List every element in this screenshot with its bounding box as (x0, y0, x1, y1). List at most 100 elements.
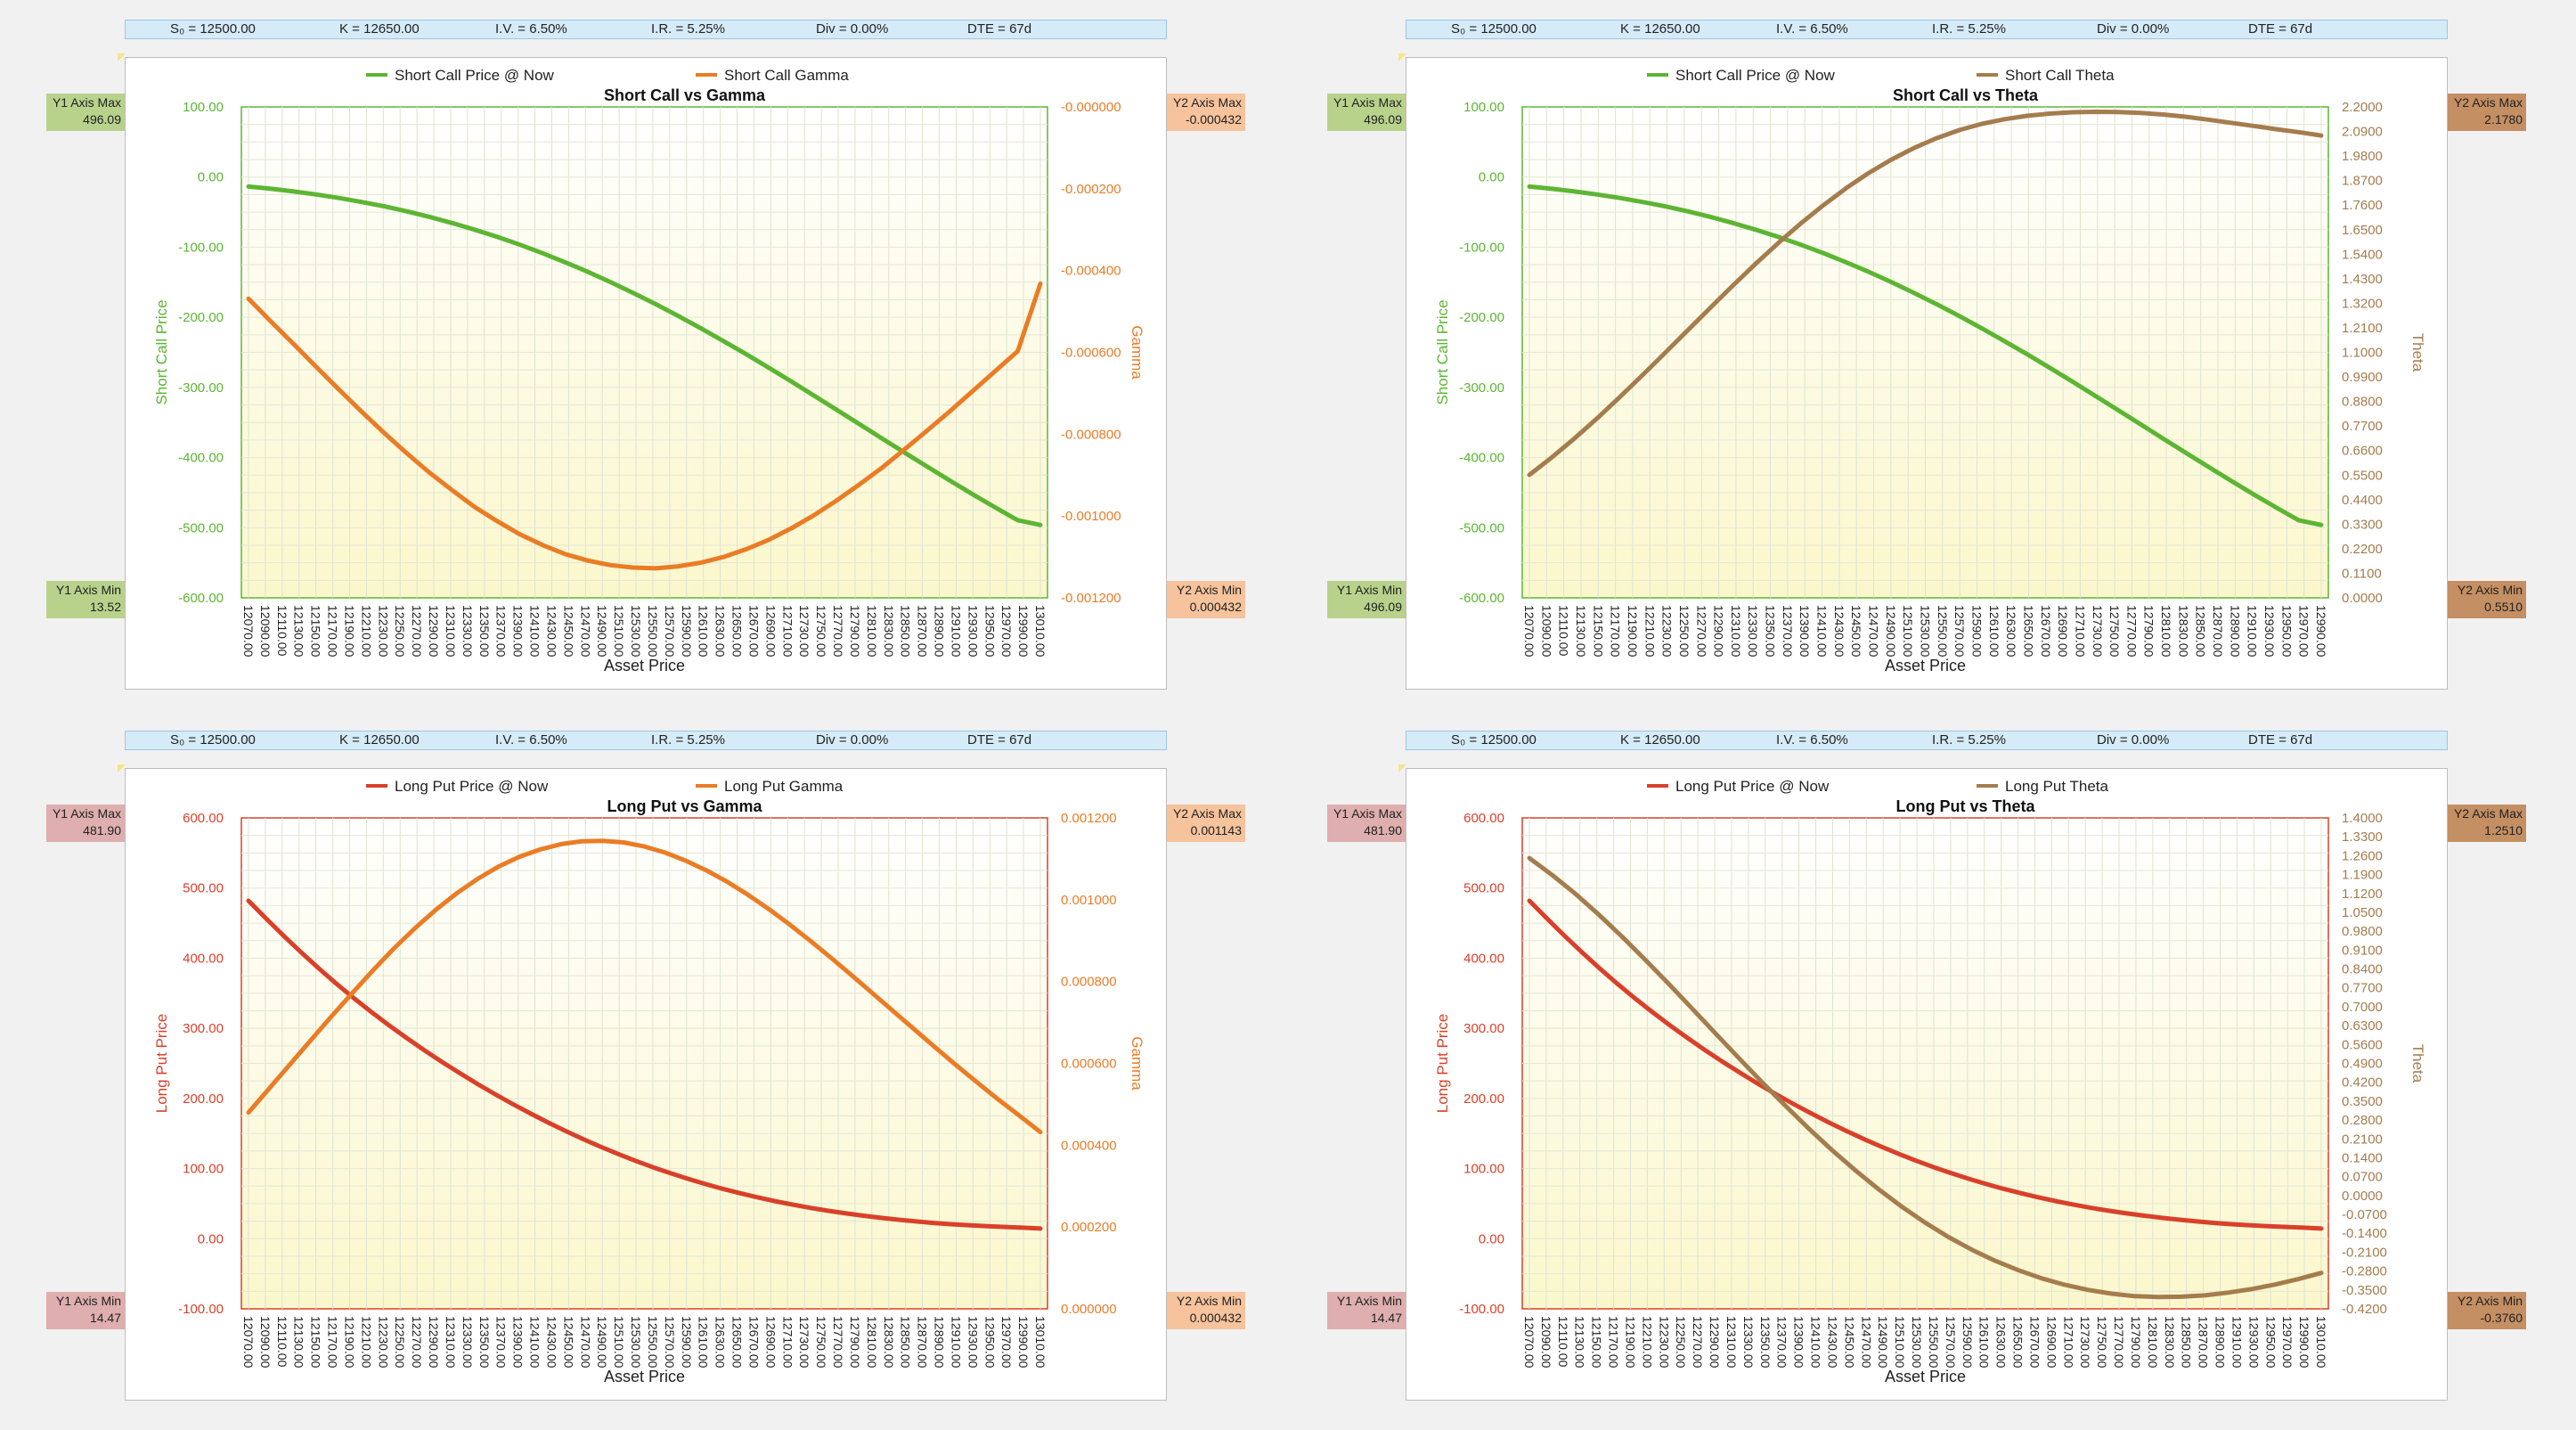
axis-tag-value: -0.000432 (1185, 112, 1242, 127)
x-tick-label: 12830.00 (882, 1316, 896, 1369)
axis-tag-label: Y1 Axis Max (52, 95, 121, 110)
x-tick-label: 12770.00 (2112, 1316, 2126, 1369)
x-axis-title: Asset Price (1885, 657, 1966, 674)
y2-tick-label: -0.001000 (1061, 509, 1121, 524)
x-tick-label: 12530.00 (629, 605, 643, 658)
x-tick-label: 12910.00 (949, 1316, 963, 1369)
x-tick-label: 12190.00 (1623, 1316, 1637, 1369)
param-s0: S₀ = 12500.00 (1451, 21, 1537, 37)
parameter-bar: S₀ = 12500.00 K = 12650.00 I.V. = 6.50% I.R… (1406, 20, 2448, 39)
x-tick-label: 12750.00 (2107, 605, 2122, 658)
x-tick-label: 12490.00 (1884, 605, 1898, 658)
axis-tag-value: 0.000432 (1189, 1311, 1242, 1325)
x-tick-label: 12270.00 (1694, 605, 1708, 658)
x-tick-label: 12790.00 (848, 1316, 862, 1369)
x-tick-label: 12790.00 (2129, 1316, 2143, 1369)
x-tick-label: 12530.00 (1919, 605, 1933, 658)
param-iv: I.V. = 6.50% (495, 21, 567, 37)
x-tick-label: 12650.00 (2011, 1316, 2026, 1369)
x-tick-label: 12450.00 (1849, 605, 1863, 658)
x-tick-label: 12570.00 (663, 1316, 677, 1369)
x-tick-label: 12690.00 (2056, 605, 2070, 658)
y2-tick-label: 1.3200 (2342, 296, 2383, 311)
y1-tick-label: 0.00 (1479, 1231, 1504, 1246)
parameter-bar: S₀ = 12500.00 K = 12650.00 I.V. = 6.50% I.R… (1406, 731, 2448, 750)
chart-area: 600.00 500.00 400.00 300.00 200.00 100.00 0.00… (1406, 768, 2448, 1401)
y2-tick-label: 1.6500 (2342, 223, 2383, 238)
y1-tick-label: -600.00 (178, 591, 224, 606)
param-s0: S₀ = 12500.00 (170, 732, 256, 748)
axis-tag-value: 1.2510 (2484, 823, 2523, 838)
axis-tag-value: 481.90 (83, 823, 121, 838)
x-tick-label: 12350.00 (477, 1316, 492, 1369)
series-line-y1 (1527, 184, 2324, 527)
x-tick-label: 12470.00 (578, 1316, 592, 1369)
y2-tick-label: 0.7700 (2342, 981, 2383, 996)
y2-tick-label: 0.4900 (2342, 1057, 2383, 1072)
y1-tick-label: 400.00 (183, 951, 224, 966)
y2-tick-label: 0.1400 (2342, 1150, 2383, 1165)
x-tick-label: 12710.00 (780, 605, 795, 658)
param-iv: I.V. = 6.50% (1776, 732, 1848, 748)
x-tick-label: 12570.00 (1944, 1316, 1958, 1369)
x-tick-label: 12430.00 (1825, 1316, 1839, 1369)
x-tick-label: 12490.00 (1876, 1316, 1890, 1369)
x-tick-label: 12870.00 (916, 1316, 930, 1369)
x-tick-label: 12950.00 (2279, 605, 2294, 658)
y2-tick-label: -0.0700 (2342, 1207, 2387, 1222)
axis-tag-label: Y2 Axis Max (1172, 95, 1242, 110)
x-tick-label: 12370.00 (494, 1316, 509, 1369)
x-tick-label: 12910.00 (2246, 605, 2260, 658)
x-tick-label: 12390.00 (1792, 1316, 1806, 1369)
x-tick-label: 12370.00 (1781, 605, 1795, 658)
y1-tick-label: -300.00 (1459, 380, 1504, 396)
y2-tick-label: 0.0000 (2342, 591, 2383, 606)
y2-tick-label: 1.0500 (2342, 905, 2383, 920)
x-tick-label: 12530.00 (629, 1316, 643, 1369)
x-tick-label: 12550.00 (646, 605, 660, 658)
x-tick-label: 12910.00 (949, 605, 963, 658)
x-tick-label: 12610.00 (697, 1316, 711, 1369)
series-line-y1 (246, 898, 1043, 1231)
param-ir: I.R. = 5.25% (651, 732, 725, 748)
axis-tag-value: 0.000432 (1189, 600, 1242, 614)
param-iv: I.V. = 6.50% (1776, 21, 1848, 37)
corner-marker-icon (118, 53, 126, 61)
axis-tag-value: 14.47 (89, 1311, 121, 1325)
y1-tick-label: -200.00 (178, 310, 224, 325)
param-div: Div = 0.00% (2097, 21, 2170, 37)
y2-tick-label: 0.4200 (2342, 1075, 2383, 1091)
x-tick-label: 12590.00 (1961, 1316, 1975, 1369)
y1-tick-label: 200.00 (183, 1091, 224, 1107)
x-tick-label: 12230.00 (376, 1316, 390, 1369)
y2-tick-label: 2.0900 (2342, 125, 2383, 140)
axis-tag-label: Y1 Axis Min (55, 583, 121, 597)
x-tick-label: 12990.00 (2297, 1316, 2311, 1369)
y2-tick-label: 0.000000 (1061, 1302, 1117, 1317)
x-tick-label: 12850.00 (2194, 605, 2208, 658)
chart-area: 100.00 0.00 -100.00 -200.00 -300.00 -400.00 -5… (1406, 57, 2448, 690)
parameter-bar: S₀ = 12500.00 K = 12650.00 I.V. = 6.50% I.R… (125, 731, 1167, 750)
y2-axis-max-tag: Y2 Axis Max 2.1780 (2448, 94, 2526, 131)
y1-tick-label: -400.00 (1459, 451, 1504, 466)
x-tick-label: 12490.00 (595, 1316, 609, 1369)
axis-tag-label: Y2 Axis Max (1172, 806, 1242, 821)
x-tick-label: 12130.00 (292, 1316, 306, 1369)
y1-axis-title: Short Call Price (1434, 299, 1451, 404)
axis-tag-value: 481.90 (1364, 823, 1402, 838)
x-tick-label: 12530.00 (1910, 1316, 1924, 1369)
y1-axis-min-tag: Y1 Axis Min 14.47 (1327, 1292, 1406, 1329)
x-tick-label: 12570.00 (1952, 605, 1967, 658)
y1-axis-min-tag: Y1 Axis Min 496.09 (1327, 581, 1406, 618)
axis-tag-value: 2.1780 (2484, 112, 2523, 127)
x-tick-label: 12430.00 (544, 1316, 558, 1369)
y1-tick-label: -100.00 (178, 240, 224, 255)
x-tick-label: 12210.00 (359, 605, 373, 658)
axis-tag-label: Y1 Axis Max (1333, 95, 1402, 110)
axis-tag-label: Y1 Axis Min (1336, 583, 1402, 597)
y2-tick-label: 0.8800 (2342, 395, 2383, 410)
x-tick-label: 12670.00 (2027, 1316, 2042, 1369)
x-tick-label: 12410.00 (528, 605, 542, 658)
x-tick-label: 12950.00 (982, 605, 997, 658)
y2-tick-label: 1.1200 (2342, 887, 2383, 902)
